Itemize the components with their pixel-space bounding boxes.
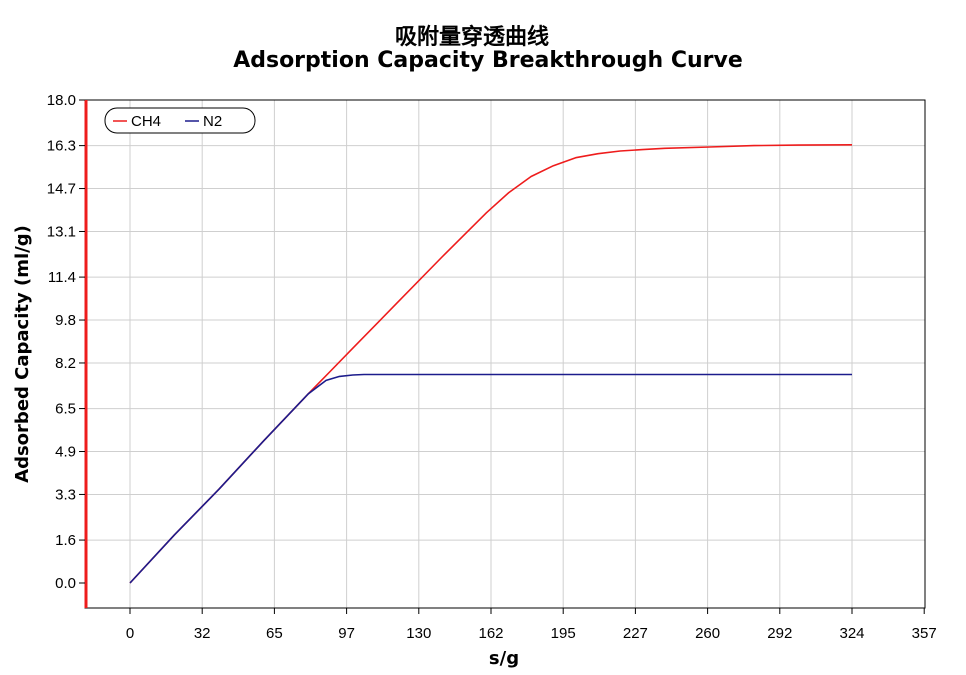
x-tick-label: 130 [406,625,431,642]
y-tick-label: 16.3 [47,138,76,155]
x-tick-label: 195 [551,625,576,642]
series-line-n2 [129,373,852,584]
legend-label-ch4: CH4 [131,113,161,130]
legend-label-n2: N2 [203,113,222,130]
x-tick-label: 97 [338,625,355,642]
x-tick-label: 32 [194,625,211,642]
x-ticks: 0 32 65 97 130 162 195 227 260 292 324 357 [126,608,937,642]
y-tick-label: 18.0 [47,92,76,109]
x-tick-label: 0 [126,625,134,642]
y-tick-label: 1.6 [55,532,76,549]
legend-box [104,107,256,134]
chart-title: 吸附量穿透曲线 [395,24,549,50]
x-tick-label: 260 [695,625,720,642]
y-tick-label: 11.4 [48,269,76,286]
plot-area [84,99,926,609]
y-tick-label: 14.7 [47,181,76,198]
x-tick-label: 357 [912,625,937,642]
y-tick-label: 6.5 [55,401,76,418]
x-tick-label: 65 [266,625,283,642]
x-tick-label: 324 [839,625,864,642]
y-tick-label: 13.1 [47,223,76,240]
y-tick-label: 4.9 [55,444,76,461]
y-tick-label: 9.8 [55,312,76,329]
x-tick-label: 292 [767,625,792,642]
x-axis-label: s/g [489,648,519,669]
x-tick-label: 162 [478,625,503,642]
y-tick-label: 0.0 [55,575,76,592]
y-ticks: 0.0 1.6 3.3 4.9 6.5 8.2 9.8 11.4 13.1 14.7 16.3 18.… [47,92,85,592]
x-tick-label: 227 [623,625,648,642]
series-lines [129,144,853,584]
y-tick-label: 3.3 [55,486,76,503]
y-axis-label: Adsorbed Capacity (ml/g) [12,225,33,483]
y-tick-label: 8.2 [55,355,76,372]
legend: CH4 N2 [104,107,256,134]
grid [85,100,925,608]
chart-subtitle: Adsorption Capacity Breakthrough Curve [233,48,743,73]
